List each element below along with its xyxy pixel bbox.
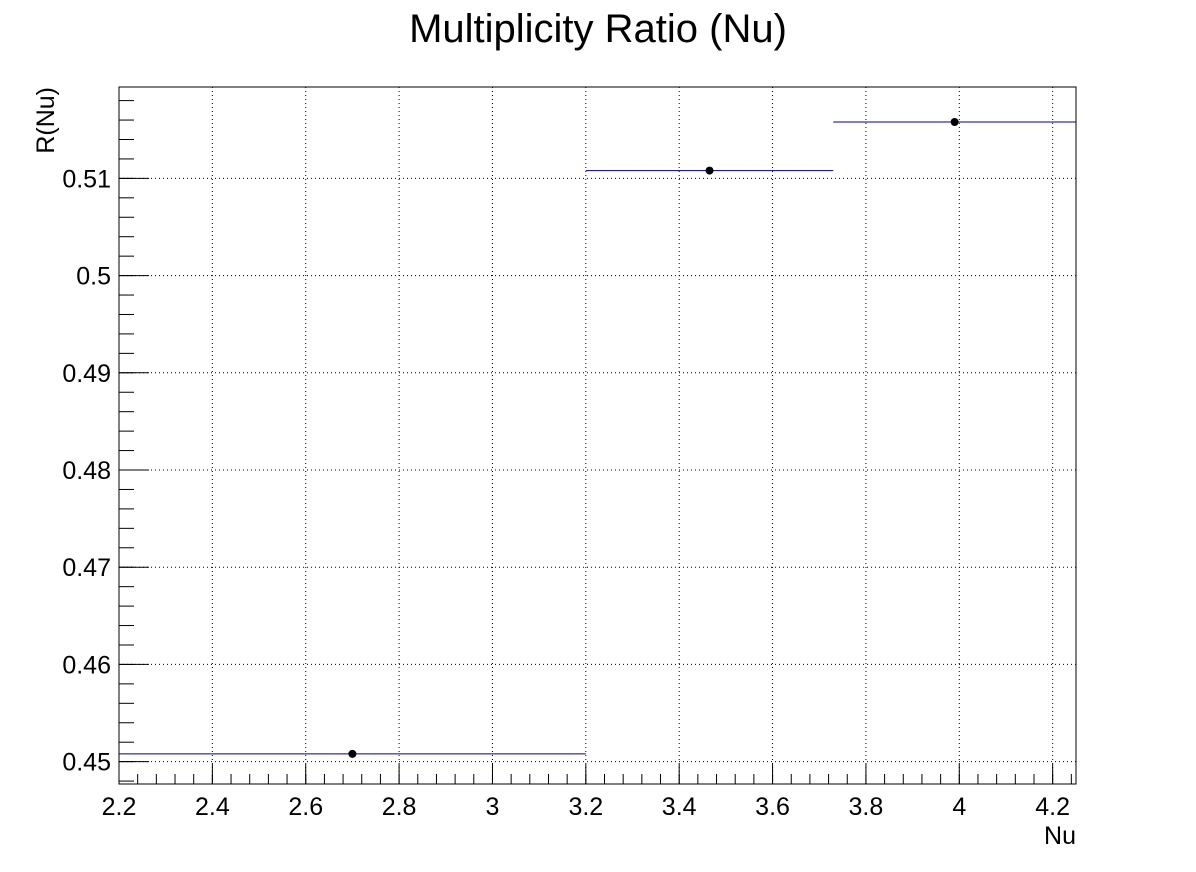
plot-frame — [118, 86, 1077, 785]
y-tick-label: 0.51 — [62, 165, 111, 193]
x-tick-labels: 2.2 2.4 2.6 2.8 3 3.2 3.4 3.6 3.8 4 4.2 — [102, 793, 1070, 821]
x-tick-label: 3 — [486, 793, 500, 821]
x-tick-label: 4 — [952, 793, 966, 821]
x-tick-label: 2.2 — [102, 793, 137, 821]
y-tick-label: 0.45 — [62, 749, 111, 777]
data-point — [950, 117, 959, 126]
data-series — [119, 117, 1076, 758]
y-tick-label: 0.5 — [76, 263, 111, 291]
axis-ticks — [118, 100, 1072, 784]
x-tick-label: 3.2 — [568, 793, 603, 821]
x-tick-label: 2.8 — [382, 793, 417, 821]
grid — [119, 87, 1076, 784]
y-tick-label: 0.46 — [62, 651, 111, 679]
y-axis-title: R(Nu) — [32, 87, 60, 154]
y-tick-label: 0.47 — [62, 554, 111, 582]
y-tick-label: 0.49 — [62, 360, 111, 388]
chart-title: Multiplicity Ratio (Nu) — [409, 7, 787, 51]
x-tick-label: 3.4 — [662, 793, 697, 821]
data-point — [348, 749, 357, 758]
y-tick-labels: 0.45 0.46 0.47 0.48 0.49 0.5 0.51 — [62, 165, 111, 776]
x-tick-label: 2.6 — [288, 793, 323, 821]
x-tick-label: 4.2 — [1035, 793, 1070, 821]
x-axis-title: Nu — [1044, 822, 1076, 850]
x-tick-label: 3.8 — [849, 793, 884, 821]
y-tick-label: 0.48 — [62, 457, 111, 485]
data-point — [705, 166, 714, 175]
plot-area-border — [118, 86, 1077, 785]
x-tick-label: 2.4 — [195, 793, 230, 821]
x-tick-label: 3.6 — [755, 793, 790, 821]
